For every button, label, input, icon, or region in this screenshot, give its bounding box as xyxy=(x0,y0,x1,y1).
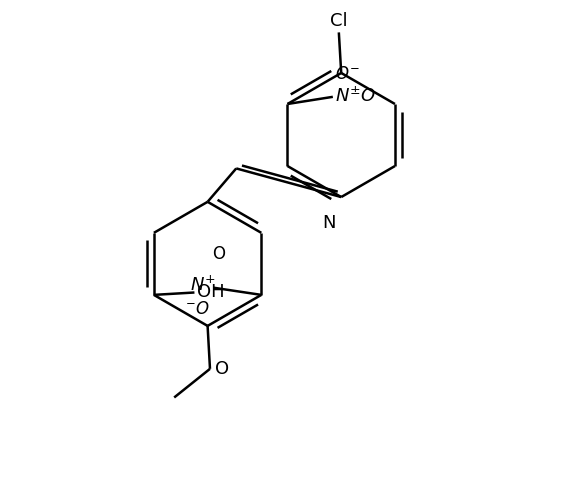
Text: OH: OH xyxy=(197,284,224,301)
Text: N: N xyxy=(322,214,336,232)
Text: $O^{-}$: $O^{-}$ xyxy=(335,65,360,83)
Text: O: O xyxy=(212,245,225,263)
Text: O: O xyxy=(215,360,229,378)
Text: Cl: Cl xyxy=(330,12,348,30)
Text: $N^{\pm}O$: $N^{\pm}O$ xyxy=(335,86,376,106)
Text: $^{-}O$: $^{-}O$ xyxy=(185,300,210,318)
Text: $N^{+}$: $N^{+}$ xyxy=(190,275,216,295)
